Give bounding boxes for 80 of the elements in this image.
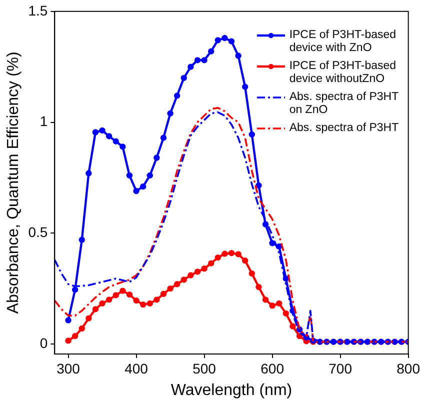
x-tick-label: 500 <box>192 360 216 376</box>
point <box>235 52 242 59</box>
point <box>146 300 153 307</box>
point <box>248 270 255 277</box>
point <box>222 250 228 257</box>
point <box>106 133 112 140</box>
point <box>214 37 221 44</box>
point <box>188 272 194 278</box>
point <box>188 64 194 70</box>
point <box>126 291 133 298</box>
point <box>133 297 140 304</box>
point <box>167 110 174 117</box>
point <box>154 154 160 161</box>
point <box>86 170 92 176</box>
y-tick-label: 1 <box>40 113 48 130</box>
legend-label: Abs. spectra of P3HT on ZnO <box>289 91 400 118</box>
point <box>92 129 99 136</box>
x-axis-title: Wavelength (nm) <box>170 382 292 399</box>
point <box>72 332 78 340</box>
point <box>194 268 201 275</box>
point <box>282 310 289 317</box>
point <box>167 285 174 292</box>
point <box>194 57 201 64</box>
point <box>228 38 235 44</box>
point <box>174 92 180 99</box>
y-axis-title: Absorbance, Quantum Efficiency (%) <box>5 52 22 314</box>
point <box>78 236 85 243</box>
point <box>65 338 72 344</box>
point <box>160 134 167 141</box>
x-tick-label: 600 <box>260 360 284 376</box>
point <box>262 296 269 303</box>
point <box>140 183 146 190</box>
legend-label: IPCE of P3HT-based device withoutZnO <box>289 60 398 86</box>
y-tick-label: 0.5 <box>28 224 48 240</box>
point <box>99 127 106 134</box>
point <box>180 276 187 283</box>
point <box>112 138 119 144</box>
point <box>276 300 282 307</box>
point <box>112 292 119 298</box>
point <box>201 57 208 64</box>
point <box>242 84 248 90</box>
point <box>256 182 262 189</box>
point <box>180 74 187 82</box>
y-tick-label: 0 <box>40 334 48 351</box>
point <box>290 323 296 330</box>
point <box>65 317 72 324</box>
point <box>248 131 255 138</box>
point <box>146 172 153 179</box>
point <box>269 302 276 309</box>
x-tick-label: 300 <box>56 360 80 376</box>
point <box>140 301 146 308</box>
y-tick-label: 1.5 <box>28 2 48 18</box>
point <box>208 260 214 266</box>
point <box>126 172 133 179</box>
point <box>154 296 160 303</box>
point <box>160 290 167 298</box>
legend-label: Abs. spectra of P3HT <box>289 122 400 136</box>
x-tick-label: 800 <box>396 360 420 376</box>
point <box>120 144 126 150</box>
point <box>99 300 106 307</box>
point <box>120 288 126 294</box>
point <box>106 296 112 303</box>
point <box>235 251 242 258</box>
point <box>242 258 248 264</box>
point <box>78 325 85 332</box>
point <box>133 188 140 194</box>
point <box>228 250 235 256</box>
point <box>214 254 221 261</box>
point <box>92 306 99 312</box>
point <box>201 266 208 272</box>
point <box>222 34 228 42</box>
legend-label: IPCE of P3HT-based device with ZnO <box>289 29 398 56</box>
point <box>208 48 214 54</box>
point <box>262 221 269 228</box>
x-tick-label: 700 <box>328 360 352 376</box>
point <box>174 281 180 288</box>
x-tick-label: 400 <box>124 360 148 376</box>
point <box>72 286 78 293</box>
point <box>86 315 92 322</box>
point <box>256 284 262 290</box>
